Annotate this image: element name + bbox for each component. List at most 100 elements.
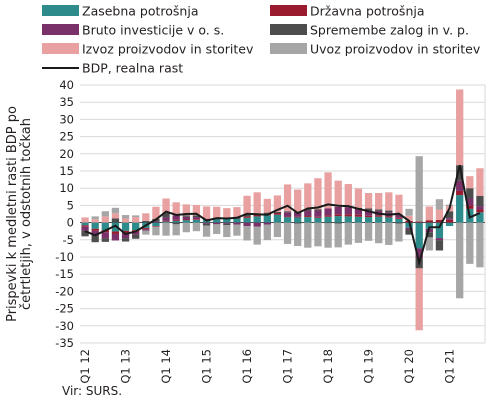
bar-segment <box>324 222 332 224</box>
bar-segment <box>101 232 109 239</box>
y-tick-label: 0 <box>67 216 74 230</box>
bar-segment <box>324 172 332 209</box>
bar-segment <box>142 213 150 221</box>
bar-segment <box>476 212 484 223</box>
bar-segment <box>81 222 89 226</box>
x-tick-label: Q1 12 <box>78 349 92 384</box>
x-tick-label: Q1 20 <box>402 349 416 384</box>
bar-segment <box>142 229 150 231</box>
bar-segment <box>91 230 99 237</box>
y-tick-label: -20 <box>55 284 74 298</box>
y-axis-title-line-2: četrtletjih, v odstotnih točkah <box>19 118 34 310</box>
bar-segment <box>385 222 393 245</box>
bar-segment <box>81 225 89 227</box>
y-axis-title-line-1: Prispevki k medletni rasti BDP po <box>5 106 20 322</box>
bar-segment <box>435 219 444 223</box>
bar-segment <box>344 216 352 223</box>
bar-segment <box>385 216 393 218</box>
bar-segment <box>253 216 261 223</box>
bar-segment <box>111 207 120 214</box>
y-tick-label: 20 <box>59 147 74 161</box>
bar-segment <box>415 248 423 259</box>
bar-segment <box>101 211 109 217</box>
bar-segment <box>395 214 403 218</box>
bar-segment <box>445 211 454 219</box>
bar-segment <box>162 217 170 221</box>
y-tick-label: 25 <box>59 130 74 144</box>
bar-segment <box>476 195 484 207</box>
bar-segment <box>283 222 292 244</box>
source-note: Vir: SURS. <box>62 384 123 398</box>
bar-segment <box>223 223 231 226</box>
bar-segment <box>162 222 170 236</box>
bar-segment <box>182 216 190 220</box>
bar-segment <box>273 211 282 213</box>
bar-segment <box>425 237 433 251</box>
bar-segment <box>243 217 251 223</box>
y-tick-label: -5 <box>63 233 74 247</box>
bar-segment <box>354 214 363 217</box>
y-tick-label: -25 <box>55 302 74 316</box>
bar-segment <box>324 208 332 216</box>
bar-segment <box>364 193 373 209</box>
bar-segment <box>476 209 484 213</box>
legend-label: BDP, realna rast <box>82 61 183 76</box>
bar-segment <box>233 218 241 223</box>
bar-segment <box>91 228 99 231</box>
bar-segment <box>101 238 109 242</box>
bar-segment <box>334 223 342 248</box>
bar-segment <box>213 222 221 225</box>
bar-segment <box>263 198 271 213</box>
bar-segment <box>395 223 403 242</box>
bar-segment <box>111 222 120 232</box>
bar-segment <box>162 220 170 222</box>
bar-segment <box>132 215 140 218</box>
bar-segment <box>425 222 433 229</box>
bars <box>81 89 484 331</box>
bar-segment <box>445 218 454 220</box>
bar-segment <box>344 222 352 245</box>
bar-segment <box>213 219 221 223</box>
y-tick-label: 35 <box>59 95 74 109</box>
bar-segment <box>395 222 403 224</box>
legend-label: Zasebna potrošnja <box>82 4 198 19</box>
bar-segment <box>375 216 383 223</box>
bar-segment <box>172 219 180 221</box>
gridlines <box>80 84 486 344</box>
x-tick-label: Q1 14 <box>159 349 173 384</box>
bar-segment <box>466 176 474 189</box>
bar-segment <box>294 217 302 223</box>
bar-segment <box>334 222 342 224</box>
bar-segment <box>162 198 170 213</box>
bar-segment <box>121 215 130 219</box>
bar-segment <box>435 209 444 220</box>
bar-segment <box>111 218 120 223</box>
bar-segment <box>354 222 363 243</box>
bar-segment <box>121 232 130 239</box>
bar-segment <box>81 217 89 223</box>
bar-segment <box>111 233 120 241</box>
legend: Zasebna potrošnja Državna potrošnja Bruto … <box>42 4 481 76</box>
x-tick-label: Q1 15 <box>200 349 214 384</box>
bar-segment <box>456 190 464 196</box>
bar-segment <box>425 220 433 223</box>
bar-segment <box>91 236 99 243</box>
bar-segment <box>172 202 180 216</box>
bar-segment <box>253 222 261 227</box>
bar-segment <box>202 225 211 237</box>
bar-segment <box>445 219 454 223</box>
x-tick-label: Q1 21 <box>443 349 457 384</box>
bar-segment <box>132 222 140 231</box>
bar-segment <box>243 222 251 227</box>
bar-segment <box>172 215 180 220</box>
bar-segment <box>121 230 130 233</box>
bar-segment <box>142 228 150 230</box>
bar-segment <box>385 210 393 213</box>
bar-segment <box>385 217 393 223</box>
bar-segment <box>304 183 312 210</box>
bar-segment <box>81 236 89 237</box>
bar-segment <box>91 222 99 229</box>
bar-segment <box>375 222 383 244</box>
bar-segment <box>132 234 140 239</box>
